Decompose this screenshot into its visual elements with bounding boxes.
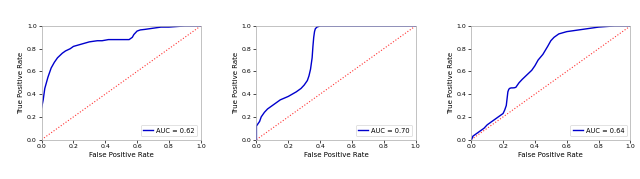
- Y-axis label: True Positive Rate: True Positive Rate: [448, 52, 454, 114]
- X-axis label: False Positive Rate: False Positive Rate: [518, 152, 583, 158]
- X-axis label: False Positive Rate: False Positive Rate: [303, 152, 369, 158]
- Y-axis label: True Positive Rate: True Positive Rate: [18, 52, 24, 114]
- X-axis label: False Positive Rate: False Positive Rate: [89, 152, 154, 158]
- Legend: AUC = 0.64: AUC = 0.64: [570, 125, 627, 136]
- Y-axis label: True Positive Rate: True Positive Rate: [233, 52, 239, 114]
- Legend: AUC = 0.62: AUC = 0.62: [141, 125, 197, 136]
- Legend: AUC = 0.70: AUC = 0.70: [356, 125, 412, 136]
